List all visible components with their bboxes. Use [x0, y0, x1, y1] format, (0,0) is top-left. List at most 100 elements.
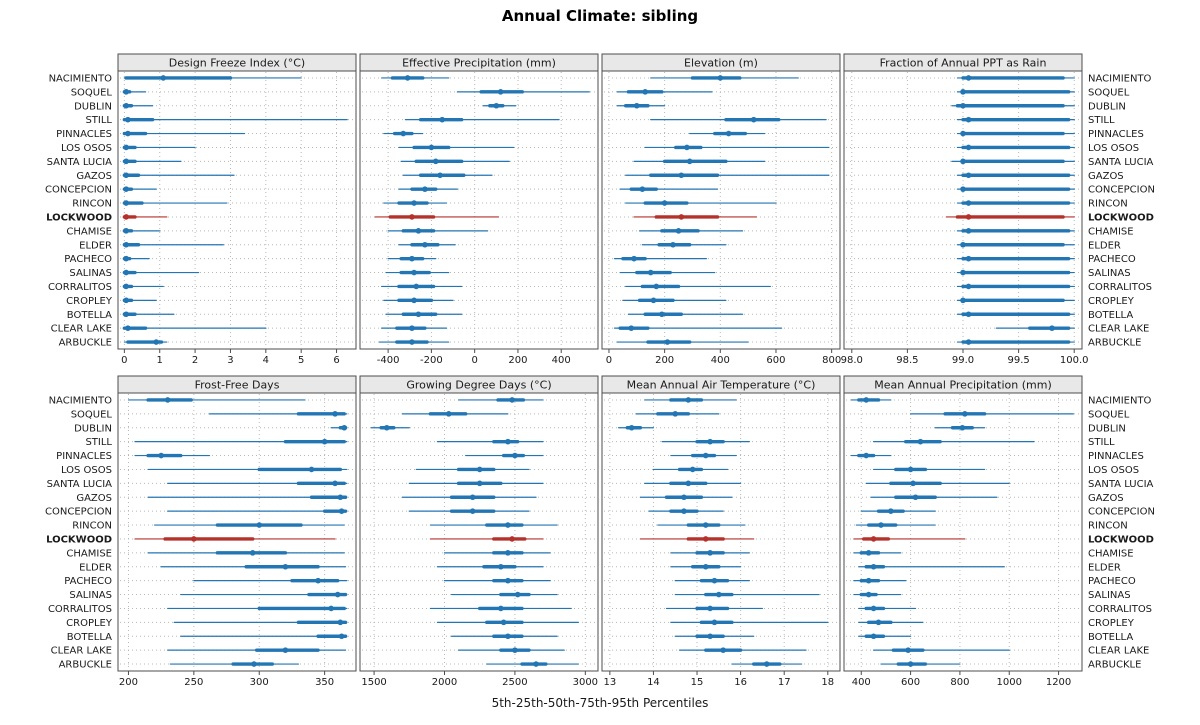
station-series [934, 424, 986, 431]
median-dot [158, 452, 164, 459]
median-dot [422, 241, 428, 248]
station-series [401, 411, 509, 417]
median-dot [469, 508, 476, 514]
station-series [650, 116, 827, 123]
median-dot [411, 297, 417, 304]
median-dot [965, 116, 972, 123]
median-dot [642, 89, 648, 95]
x-tick-label: 0 [606, 355, 612, 366]
median-dot [905, 647, 911, 653]
station-series [674, 591, 820, 598]
station-series [436, 438, 544, 445]
panel-plot-area [359, 70, 599, 350]
median-dot [160, 75, 167, 81]
station-series [674, 577, 750, 584]
station-series [956, 297, 1075, 304]
station-series [122, 130, 246, 137]
median-dot [647, 269, 654, 276]
station-series [616, 339, 749, 345]
station-series [945, 214, 1075, 220]
median-dot [910, 480, 916, 487]
station-label-left: PACHECO [64, 576, 112, 587]
median-dot [917, 438, 924, 445]
x-tick-label: 3 [227, 355, 233, 366]
station-series [127, 397, 306, 403]
median-dot [432, 158, 439, 165]
station-series [650, 75, 799, 81]
station-series [398, 186, 458, 192]
station-series [383, 200, 448, 206]
station-series [378, 339, 450, 345]
x-tick-label: -200 [420, 355, 443, 366]
station-series [644, 397, 737, 403]
x-tick-label: 15 [691, 677, 704, 688]
station-label-left: SALINAS [69, 590, 112, 601]
station-series [644, 480, 742, 487]
station-series [870, 494, 998, 501]
station-series [383, 130, 424, 137]
station-series [674, 633, 755, 640]
station-label-right: CHAMISE [1088, 226, 1134, 237]
median-dot [965, 200, 972, 206]
station-label-right: PACHECO [1088, 576, 1136, 587]
page-title: Annual Climate: sibling [501, 7, 699, 25]
station-series [956, 186, 1075, 192]
median-dot [476, 466, 483, 473]
x-tick-label: 6 [333, 355, 339, 366]
median-dot [707, 438, 713, 445]
station-series [956, 200, 1075, 206]
station-label-left: GAZOS [76, 171, 112, 182]
x-tick-label: 800 [822, 355, 841, 366]
panel-mean-annual-air-temperature-c: Mean Annual Air Temperature (°C) 13 14 15 16… [601, 375, 841, 688]
median-dot [865, 591, 872, 598]
station-label-left: CHAMISE [66, 226, 112, 237]
median-dot [332, 480, 338, 487]
station-series [167, 480, 348, 487]
station-series [173, 619, 348, 626]
station-series [482, 102, 517, 109]
station-series [956, 339, 1075, 345]
station-series [625, 200, 777, 206]
station-label-right: SANTA LUCIA [1088, 157, 1154, 168]
station-label-left: LOCKWOOD [46, 212, 112, 223]
station-label-right: CLEAR LAKE [1088, 646, 1149, 657]
station-label-left: CORRALITOS [48, 282, 112, 293]
panel-title: Design Freeze Index (°C) [169, 57, 305, 70]
x-tick-label: 3000 [573, 677, 598, 688]
x-tick-label: 2 [192, 355, 198, 366]
median-dot [672, 411, 679, 417]
median-dot [505, 550, 511, 556]
median-dot [409, 214, 415, 220]
station-label-right: PINNACLES [1088, 129, 1144, 140]
station-series [122, 283, 164, 290]
station-series [122, 116, 348, 123]
station-series [689, 130, 766, 137]
median-dot [123, 186, 129, 192]
x-tick-label: 5 [298, 355, 304, 366]
median-dot [123, 311, 129, 318]
median-dot [670, 241, 676, 248]
panel-plot-area [117, 70, 357, 350]
station-label-right: NACIMIENTO [1088, 395, 1152, 406]
x-tick-label: 600 [901, 677, 920, 688]
x-tick-label: 350 [315, 677, 334, 688]
station-label-right: CONCEPCION [1088, 185, 1155, 196]
median-dot [681, 494, 687, 501]
median-dot [308, 466, 315, 473]
station-series [122, 144, 196, 151]
station-label-left: SANTA LUCIA [47, 157, 113, 168]
station-series [641, 241, 727, 248]
panel-plot-area [843, 392, 1083, 672]
station-label-right: BOTELLA [1088, 632, 1133, 643]
median-dot [711, 619, 718, 626]
station-label-left: BOTELLA [67, 632, 112, 643]
station-series [154, 522, 345, 528]
median-dot [123, 228, 129, 234]
panel-title: Effective Precipitation (mm) [402, 57, 556, 70]
median-dot [888, 508, 894, 514]
station-label-right: SANTA LUCIA [1088, 479, 1154, 490]
station-series [429, 536, 544, 542]
panel-title: Elevation (m) [684, 57, 758, 70]
median-dot [716, 591, 722, 598]
x-tick-label: 14 [647, 677, 660, 688]
